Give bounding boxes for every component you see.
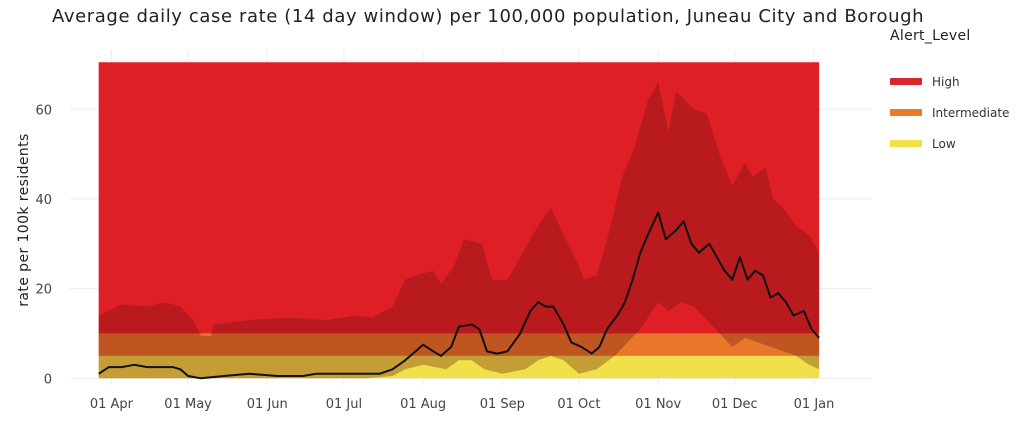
rate-line bbox=[98, 211, 820, 380]
legend-label-intermediate: Intermediate bbox=[932, 105, 1010, 120]
x-tick-label: 01 Dec bbox=[712, 397, 758, 412]
x-tick-label: 01 Oct bbox=[557, 397, 600, 412]
alert-band-intermediate bbox=[98, 333, 820, 356]
confidence-ribbon bbox=[98, 82, 820, 379]
legend-swatch-low bbox=[890, 140, 922, 147]
alert-band-high bbox=[98, 62, 820, 334]
legend-swatch-intermediate bbox=[890, 109, 922, 116]
rate-line-group bbox=[98, 211, 820, 380]
legend-title: Alert_Level bbox=[890, 28, 971, 44]
confidence-band bbox=[98, 82, 820, 379]
x-tick-label: 01 Jun bbox=[247, 397, 288, 412]
y-tick-label: 0 bbox=[44, 372, 52, 387]
x-tick-label: 01 May bbox=[164, 397, 212, 412]
y-tick-label: 20 bbox=[35, 283, 52, 298]
legend-label-high: High bbox=[932, 74, 960, 89]
x-tick-label: 01 Jul bbox=[326, 397, 362, 412]
x-tick-label: 01 Jan bbox=[794, 397, 835, 412]
x-tick-label: 01 Nov bbox=[635, 397, 681, 412]
legend-item-intermediate[interactable]: Intermediate bbox=[890, 97, 1024, 128]
legend-label-low: Low bbox=[932, 136, 956, 151]
x-tick-label: 01 Apr bbox=[90, 397, 134, 412]
y-tick-label: 40 bbox=[35, 193, 52, 208]
x-tick-label: 01 Sep bbox=[480, 397, 525, 412]
legend-item-low[interactable]: Low bbox=[890, 128, 1024, 159]
alert-band-low bbox=[98, 355, 820, 379]
y-axis-title: rate per 100k residents bbox=[16, 133, 32, 306]
x-tick-label: 01 Aug bbox=[400, 397, 446, 412]
axes: 0 20 40 60 01 Apr 01 May 01 Jun 01 Jul 01 Aug 01 … bbox=[35, 103, 834, 412]
legend-item-high[interactable]: High bbox=[890, 66, 1024, 97]
legend-swatch-high bbox=[890, 78, 922, 85]
chart-title: Average daily case rate (14 day window) … bbox=[52, 6, 925, 27]
alert-bands bbox=[98, 62, 820, 379]
y-tick-label: 60 bbox=[35, 103, 52, 118]
legend: Alert_Level High Intermediate Low bbox=[890, 28, 1024, 159]
